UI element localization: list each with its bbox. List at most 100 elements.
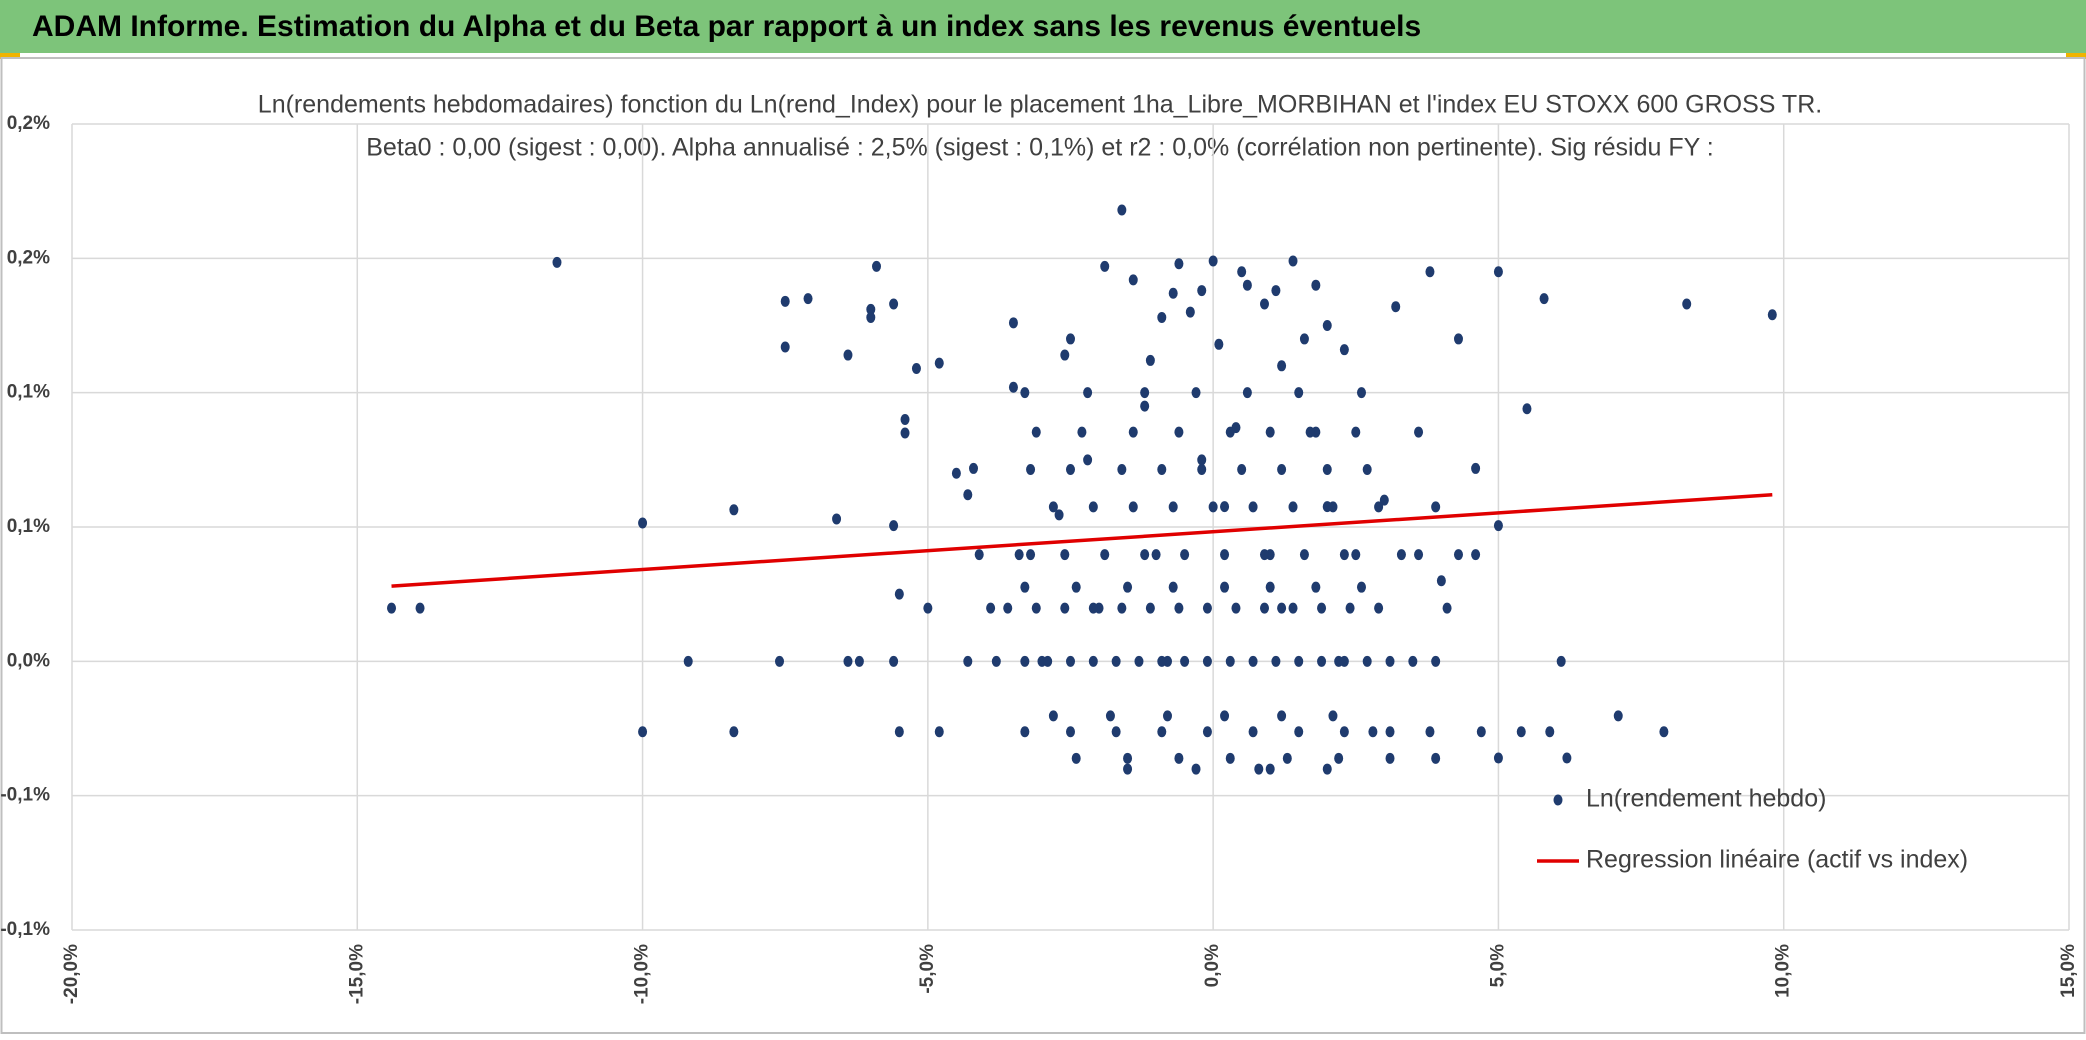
scatter-point: [894, 726, 904, 738]
scatter-point: [1083, 387, 1093, 399]
scatter-point: [1060, 549, 1070, 561]
scatter-point: [1202, 726, 1212, 738]
scatter-point: [1185, 306, 1195, 318]
scatter-point: [1168, 287, 1178, 299]
scatter-point: [1237, 266, 1247, 278]
scatter-point: [1174, 602, 1184, 614]
scatter-point: [1145, 354, 1155, 366]
scatter-point: [1237, 464, 1247, 476]
scatter-point: [1277, 710, 1287, 722]
scatter-point: [1317, 602, 1327, 614]
scatter-point: [854, 655, 864, 667]
scatter-point: [934, 726, 944, 738]
scatter-point: [1225, 752, 1235, 764]
scatter-point: [1385, 752, 1395, 764]
scatter-point: [1031, 602, 1041, 614]
scatter-point: [1328, 710, 1338, 722]
scatter-point: [1208, 501, 1218, 513]
scatter-point: [969, 462, 979, 474]
scatter-point: [1391, 301, 1401, 313]
scatter-point: [1117, 602, 1127, 614]
y-tick-label: -0,1%: [0, 919, 50, 940]
scatter-point: [1066, 726, 1075, 738]
scatter-point: [1442, 602, 1452, 614]
scatter-point: [963, 655, 973, 667]
scatter-point: [638, 517, 648, 529]
scatter-point: [1197, 464, 1207, 476]
scatter-point: [1105, 710, 1115, 722]
scatter-point: [387, 602, 397, 614]
scatter-point: [1613, 710, 1623, 722]
scatter-point: [1225, 655, 1235, 667]
scatter-point: [991, 655, 1001, 667]
scatter-point: [866, 303, 876, 315]
scatter-point: [1242, 279, 1252, 291]
scatter-point: [1248, 501, 1258, 513]
scatter-point: [1471, 549, 1481, 561]
scatter-point: [1123, 581, 1133, 593]
scatter-point: [1157, 726, 1167, 738]
scatter-point: [1259, 549, 1269, 561]
scatter-point: [780, 341, 790, 353]
scatter-point: [1202, 602, 1212, 614]
scatter-point: [1311, 581, 1321, 593]
scatter-point: [1020, 581, 1030, 593]
scatter-point: [1431, 655, 1441, 667]
scatter-point: [1522, 403, 1532, 415]
scatter-point: [1014, 549, 1024, 561]
scatter-point: [872, 260, 882, 272]
scatter-point: [1220, 581, 1230, 593]
scatter-point: [1088, 602, 1098, 614]
scatter-point: [1128, 426, 1138, 438]
scatter-point: [1334, 752, 1344, 764]
scatter-point: [1220, 501, 1230, 513]
scatter-point: [1453, 333, 1463, 345]
scatter-point: [1539, 293, 1549, 305]
scatter-point: [1231, 602, 1241, 614]
scatter-point: [1476, 726, 1486, 738]
regression-line: [391, 493, 1773, 588]
scatter-point: [1117, 464, 1127, 476]
chart-frame: [0, 57, 2086, 1034]
scatter-point: [1128, 501, 1138, 513]
legend-label: Regression linéaire (actif vs index): [1586, 846, 1968, 874]
scatter-point: [1066, 333, 1075, 345]
scatter-point: [923, 602, 933, 614]
scatter-point: [1168, 501, 1178, 513]
scatter-point: [1767, 309, 1777, 321]
y-tick-label: 0,1%: [7, 516, 50, 537]
scatter-point: [1414, 426, 1424, 438]
scatter-point: [1145, 602, 1155, 614]
scatter-point: [1317, 655, 1327, 667]
x-tick-label: 15,0%: [2058, 944, 2079, 998]
scatter-point: [1436, 575, 1446, 587]
scatter-point: [1254, 763, 1264, 775]
scatter-point: [1128, 274, 1138, 286]
scatter-point: [1299, 333, 1309, 345]
scatter-point: [1282, 752, 1292, 764]
scatter-point: [1174, 426, 1184, 438]
scatter-point: [1294, 655, 1304, 667]
scatter-point: [986, 602, 996, 614]
legend-marker: [1553, 794, 1563, 806]
scatter-point: [843, 349, 853, 361]
scatter-point: [1174, 258, 1184, 270]
scatter-point: [1100, 549, 1110, 561]
scatter-point: [1134, 655, 1144, 667]
scatter-point: [1277, 464, 1287, 476]
scatter-point: [832, 513, 842, 525]
scatter-point: [1043, 655, 1053, 667]
scatter-point: [1220, 549, 1230, 561]
chart-title: Ln(rendements hebdomadaires) fonction du…: [258, 91, 1822, 119]
scatter-point: [1180, 655, 1190, 667]
scatter-point: [1060, 349, 1070, 361]
scatter-point: [1385, 726, 1395, 738]
scatter-point: [1088, 655, 1098, 667]
scatter-point: [1425, 266, 1435, 278]
scatter-point: [1111, 726, 1121, 738]
scatter-point: [1123, 763, 1133, 775]
scatter-point: [1140, 387, 1150, 399]
scatter-point: [1345, 602, 1355, 614]
scatter-point: [729, 504, 739, 516]
